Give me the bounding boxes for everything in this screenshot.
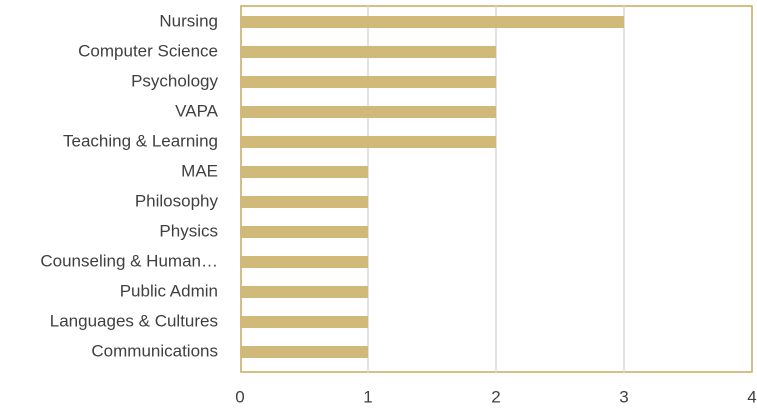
y-tick-label: MAE bbox=[181, 161, 218, 180]
bar bbox=[240, 166, 368, 178]
x-tick-label: 4 bbox=[747, 387, 756, 406]
y-tick-label: Counseling & Human… bbox=[40, 251, 218, 270]
x-tick-label: 0 bbox=[235, 387, 244, 406]
bar bbox=[240, 286, 368, 298]
bar bbox=[240, 346, 368, 358]
y-tick-label: Philosophy bbox=[135, 191, 219, 210]
bar bbox=[240, 226, 368, 238]
y-tick-label: Communications bbox=[91, 341, 218, 360]
y-tick-label: Languages & Cultures bbox=[50, 311, 218, 330]
y-tick-label: Psychology bbox=[131, 71, 218, 90]
x-tick-label: 1 bbox=[363, 387, 372, 406]
x-tick-label: 3 bbox=[619, 387, 628, 406]
bar bbox=[240, 106, 496, 118]
bar bbox=[240, 16, 624, 28]
bar bbox=[240, 46, 496, 58]
bar bbox=[240, 196, 368, 208]
bar bbox=[240, 256, 368, 268]
y-tick-label: VAPA bbox=[175, 101, 218, 120]
y-tick-label: Physics bbox=[159, 221, 218, 240]
y-tick-label: Public Admin bbox=[120, 281, 218, 300]
bar bbox=[240, 76, 496, 88]
x-tick-label: 2 bbox=[491, 387, 500, 406]
bar bbox=[240, 136, 496, 148]
bar bbox=[240, 316, 368, 328]
y-tick-label: Computer Science bbox=[78, 41, 218, 60]
y-tick-label: Teaching & Learning bbox=[63, 131, 218, 150]
y-tick-label: Nursing bbox=[159, 11, 218, 30]
